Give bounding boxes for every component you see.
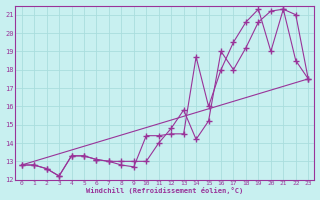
X-axis label: Windchill (Refroidissement éolien,°C): Windchill (Refroidissement éolien,°C) bbox=[86, 187, 244, 194]
